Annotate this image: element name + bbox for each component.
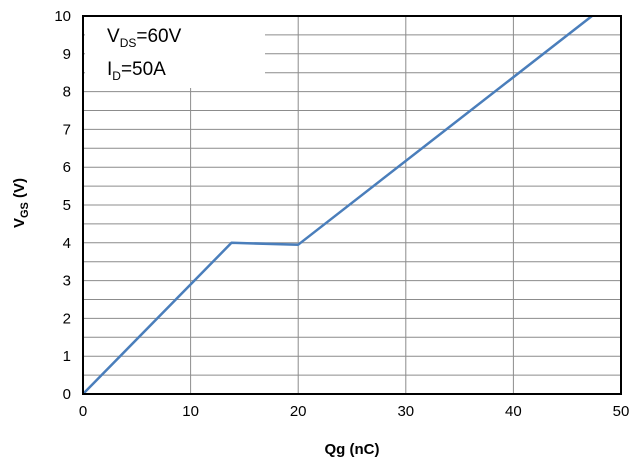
x-axis-title: Qg (nC) — [325, 441, 380, 458]
y-tick-label: 9 — [63, 46, 71, 63]
x-tick-label: 30 — [397, 403, 414, 420]
y-tick-label: 0 — [63, 386, 71, 403]
x-tick-label: 0 — [79, 403, 87, 420]
plot-frame — [82, 15, 622, 395]
x-tick-label: 40 — [505, 403, 522, 420]
y-tick-label: 6 — [63, 159, 71, 176]
x-tick-labels: 0 10 20 30 40 50 — [79, 403, 630, 420]
y-tick-label: 3 — [63, 273, 71, 290]
x-tick-label: 20 — [290, 403, 307, 420]
y-tick-label: 2 — [63, 310, 71, 327]
x-tick-label: 50 — [613, 403, 630, 420]
y-tick-label: 7 — [63, 121, 71, 138]
x-tick-label: 10 — [182, 403, 199, 420]
y-tick-labels: 0 1 2 3 4 5 6 7 8 9 10 — [54, 8, 71, 403]
grid — [83, 16, 621, 394]
y-tick-label: 4 — [63, 235, 71, 252]
annotation-id: ID=50A — [107, 59, 166, 83]
annotation-vds: VDS=60V — [107, 26, 182, 50]
series-line-0 — [82, 15, 593, 395]
annotation-background — [85, 16, 265, 88]
series-layer — [82, 15, 593, 395]
y-axis-title: VGS (V) — [11, 178, 31, 228]
y-tick-label: 1 — [63, 348, 71, 365]
annotation-box: VDS=60V ID=50A — [85, 16, 265, 88]
y-tick-label: 10 — [54, 8, 71, 25]
y-tick-label: 5 — [63, 197, 71, 214]
y-tick-label: 8 — [63, 84, 71, 101]
